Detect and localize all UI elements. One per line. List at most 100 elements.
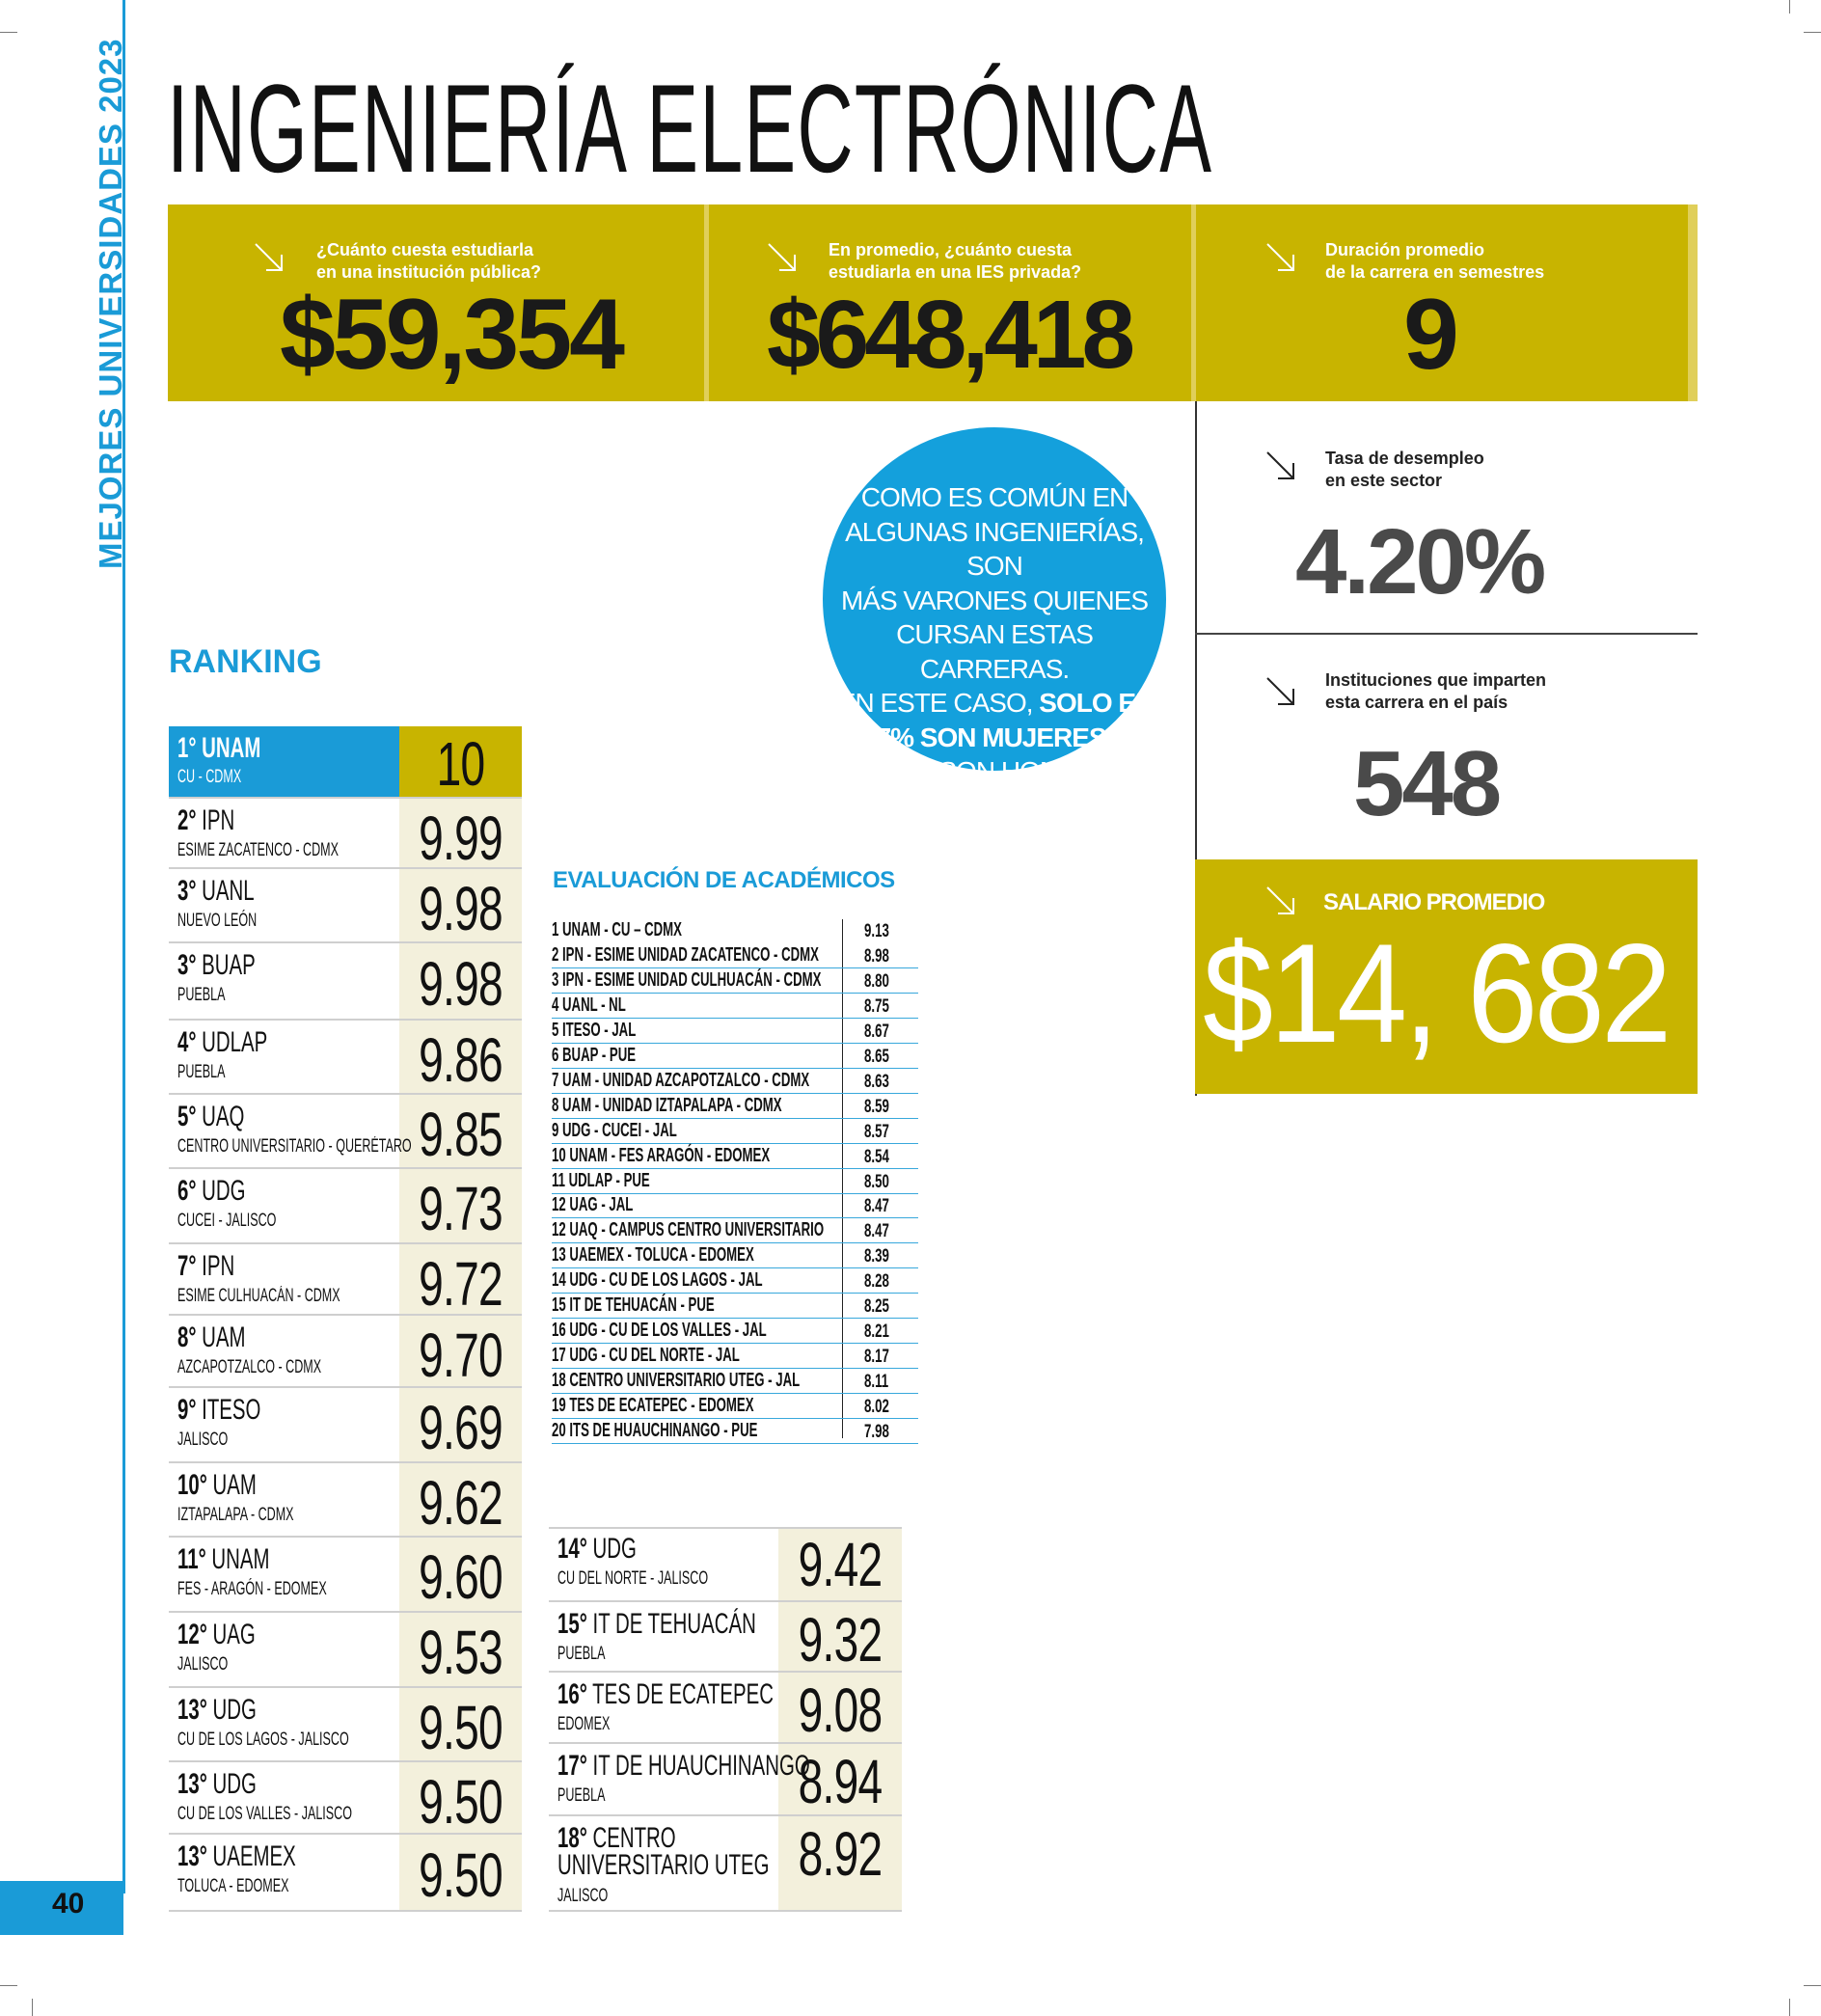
evaluacion-row: 1 UNAM - CU – CDMX 9.13 bbox=[552, 918, 918, 943]
evaluacion-score: 8.02 bbox=[864, 1397, 889, 1418]
ranking-score-bg bbox=[778, 1744, 902, 1816]
label-line: Instituciones que imparten bbox=[1325, 670, 1547, 690]
crop-mark bbox=[0, 1985, 17, 1986]
stat-value-public-cost: $59,354 bbox=[280, 279, 625, 391]
ranking-row-separator bbox=[169, 1686, 522, 1688]
ranking-name: 18° CENTRO bbox=[557, 1822, 676, 1855]
circle-line-bold: SOLO EL bbox=[1039, 688, 1152, 718]
circle-text: COMO ES COMÚN EN ALGUNAS INGENIERÍAS, SO… bbox=[823, 480, 1166, 789]
ranking-name: 13° UAEMEX bbox=[177, 1840, 296, 1873]
ranking-institution: CENTRO bbox=[592, 1822, 676, 1854]
ranking-score: 9.85 bbox=[419, 1100, 503, 1170]
label-line: en este sector bbox=[1325, 471, 1443, 490]
ranking-row: 3° BUAP PUEBLA 9.98 bbox=[169, 943, 522, 1021]
evaluacion-institution: 19 TES DE ECATEPEC - EDOMEX bbox=[552, 1395, 754, 1417]
ranking-name: 2° IPN bbox=[177, 804, 234, 837]
evaluacion-row-line bbox=[552, 1217, 918, 1219]
evaluacion-score: 8.50 bbox=[864, 1171, 889, 1192]
ranking-row-separator bbox=[549, 1671, 902, 1673]
ranking-position: 17° bbox=[557, 1750, 587, 1782]
ranking-campus: PUEBLA bbox=[557, 1785, 606, 1806]
ranking-score: 10 bbox=[436, 729, 486, 799]
ranking-score: 9.60 bbox=[419, 1542, 503, 1613]
ranking-score: 9.50 bbox=[419, 1767, 503, 1837]
ranking-score-bg bbox=[399, 1688, 522, 1762]
evaluacion-score: 8.17 bbox=[864, 1347, 889, 1368]
ranking-institution: UAG bbox=[212, 1619, 256, 1651]
label-line: ¿Cuánto cuesta estudiarla bbox=[316, 240, 534, 259]
ranking-score-bg bbox=[778, 1673, 902, 1744]
circle-line: Y 93% SON HOMBRES bbox=[857, 756, 1132, 786]
evaluacion-institution: 3 IPN - ESIME UNIDAD CULHUACÁN - CDMX bbox=[552, 968, 822, 991]
stat-box-public-cost bbox=[168, 204, 704, 401]
ranking-institution: UDLAP bbox=[202, 1026, 268, 1059]
ranking-row: 16° TES DE ECATEPEC EDOMEX 9.08 bbox=[549, 1673, 902, 1744]
ranking-campus: CU DE LOS LAGOS - JALISCO bbox=[177, 1730, 349, 1751]
evaluacion-institution: 20 ITS DE HUAUCHINANGO - PUE bbox=[552, 1420, 758, 1441]
ranking-row-separator bbox=[169, 797, 522, 799]
ranking-name: 4° UDLAP bbox=[177, 1026, 267, 1059]
ranking-name: 11° UNAM bbox=[177, 1543, 269, 1576]
ranking-row-separator bbox=[169, 1833, 522, 1835]
evaluacion-row-line bbox=[552, 967, 918, 968]
evaluacion-score: 8.80 bbox=[864, 970, 889, 992]
evaluacion-score: 8.98 bbox=[864, 945, 889, 967]
ranking-score: 9.08 bbox=[798, 1675, 883, 1745]
evaluacion-institution: 12 UAQ - CAMPUS CENTRO UNIVERSITARIO bbox=[552, 1219, 825, 1241]
ranking-score: 9.86 bbox=[419, 1025, 503, 1096]
ranking-score: 9.70 bbox=[419, 1321, 503, 1390]
stat-divider bbox=[704, 204, 709, 401]
stat-label-institutions: Instituciones que imparten esta carrera … bbox=[1325, 669, 1546, 714]
ranking-campus: PUEBLA bbox=[557, 1644, 606, 1664]
ranking-position: 2° bbox=[177, 804, 197, 836]
ranking-position: 9° bbox=[177, 1394, 197, 1427]
ranking-row: 7° IPN ESIME CULHUACÁN - CDMX 9.72 bbox=[169, 1244, 522, 1316]
label-line: en una institución pública? bbox=[316, 262, 542, 282]
ranking-institution: UAEMEX bbox=[212, 1840, 296, 1873]
circle-line-part: EN ESTE CASO, bbox=[837, 688, 1040, 718]
evaluacion-row: 10 UNAM - FES ARAGÓN - EDOMEX 8.54 bbox=[552, 1144, 918, 1169]
column-rule bbox=[1195, 401, 1197, 1096]
evaluacion-score: 8.21 bbox=[864, 1321, 889, 1343]
stat-value-private-cost: $648,418 bbox=[767, 281, 1135, 389]
ranking-row: 6° UDG CUCEI - JALISCO 9.73 bbox=[169, 1169, 522, 1244]
ranking-position: 13° bbox=[177, 1768, 207, 1800]
ranking-row: 12° UAG JALISCO 9.53 bbox=[169, 1613, 522, 1688]
ranking-score: 9.98 bbox=[419, 874, 503, 944]
ranking-position: 7° bbox=[177, 1249, 197, 1282]
ranking-score-bg bbox=[399, 1095, 522, 1169]
ranking-score-bg bbox=[399, 799, 522, 869]
evaluacion-row-line bbox=[552, 1192, 918, 1194]
ranking-campus: ESIME CULHUACÁN - CDMX bbox=[177, 1285, 340, 1306]
ranking-name: 10° UAM bbox=[177, 1469, 257, 1502]
ranking-score-bg bbox=[399, 1613, 522, 1688]
ranking-score-bg bbox=[778, 1816, 902, 1912]
ranking-heading: RANKING bbox=[169, 643, 322, 680]
ranking-position: 13° bbox=[177, 1840, 207, 1873]
crop-mark bbox=[0, 32, 17, 33]
ranking-row: 14° UDG CU DEL NORTE - JALISCO 9.42 bbox=[549, 1527, 902, 1602]
evaluacion-row: 4 UANL - NL 8.75 bbox=[552, 994, 918, 1019]
label-line: En promedio, ¿cuánto cuesta bbox=[829, 240, 1073, 259]
evaluacion-score: 8.28 bbox=[864, 1271, 889, 1293]
ranking-row: 10° UAM IZTAPALAPA - CDMX 9.62 bbox=[169, 1463, 522, 1538]
ranking-campus: CUCEI - JALISCO bbox=[177, 1211, 277, 1232]
arrow-down-right-icon bbox=[1266, 886, 1294, 914]
ranking-position: 3° bbox=[177, 875, 197, 908]
ranking-row-separator bbox=[549, 1814, 902, 1816]
ranking-institution: IT DE HUAUCHINANGO bbox=[592, 1750, 810, 1782]
ranking-first-bg bbox=[169, 726, 399, 799]
ranking-name: 16° TES DE ECATEPEC bbox=[557, 1678, 774, 1711]
stat-label-private-cost: En promedio, ¿cuánto cuesta estudiarla e… bbox=[829, 239, 1081, 284]
ranking-score: 9.53 bbox=[419, 1618, 503, 1688]
circle-line: 7% SON MUJERES, bbox=[823, 721, 1166, 755]
ranking-campus: JALISCO bbox=[177, 1430, 229, 1451]
ranking-institution: UAM bbox=[202, 1321, 246, 1353]
side-rule bbox=[122, 0, 125, 1893]
arrow-down-right-icon bbox=[768, 243, 796, 271]
page-number-box bbox=[0, 1881, 123, 1935]
evaluacion-institution: 12 UAG - JAL bbox=[552, 1194, 634, 1216]
ranking-row: 4° UDLAP PUEBLA 9.86 bbox=[169, 1021, 522, 1095]
ranking-score-bg bbox=[399, 1538, 522, 1613]
evaluacion-row-line bbox=[552, 1343, 918, 1345]
